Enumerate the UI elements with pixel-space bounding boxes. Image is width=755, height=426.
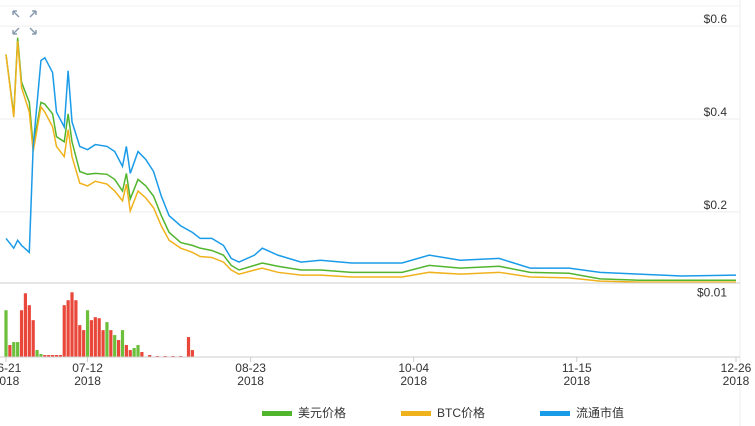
- volume-bar: [82, 330, 86, 357]
- volume-bar: [148, 355, 152, 357]
- volume-bar: [140, 352, 144, 357]
- volume-bar: [62, 305, 66, 357]
- y-tick-label: $0.2: [704, 198, 728, 212]
- volume-bar: [105, 322, 109, 357]
- volume-bar: [179, 355, 183, 357]
- volume-bar: [101, 330, 105, 357]
- volume-bar: [120, 330, 125, 357]
- x-tick-label: 10-04: [398, 361, 429, 375]
- x-tick-year: 2018: [0, 374, 20, 388]
- volume-bar: [70, 292, 74, 357]
- x-tick-year: 2018: [237, 374, 264, 388]
- volume-bar: [155, 355, 160, 357]
- legend-label: BTC价格: [437, 405, 485, 420]
- volume-bar: [186, 337, 191, 357]
- volume-bar: [4, 310, 8, 357]
- x-tick-label: 06-21: [0, 361, 22, 375]
- volume-bar: [43, 355, 47, 357]
- line: [5, 56, 737, 277]
- line: [5, 37, 736, 281]
- volume-bar: [12, 342, 16, 357]
- volume-bar: [66, 300, 70, 357]
- volume-bar: [89, 320, 94, 357]
- volume-bar: [132, 348, 136, 357]
- legend-label: 流通市值: [576, 405, 624, 420]
- volume-bar: [190, 350, 194, 357]
- volume-bar: [78, 325, 82, 357]
- volume-bar: [163, 355, 167, 357]
- x-tick-year: 2018: [74, 374, 101, 388]
- y-tick-label: $0.01: [697, 285, 727, 299]
- volume-bar: [54, 355, 59, 357]
- volume-bar: [31, 320, 35, 357]
- legend-label: 美元价格: [298, 405, 346, 420]
- volume-bar: [124, 345, 128, 357]
- volume-bar: [39, 354, 43, 357]
- volume-bar: [58, 355, 62, 357]
- volume-bar: [128, 350, 132, 357]
- volume-bar: [93, 317, 97, 357]
- volume-bar: [19, 310, 24, 357]
- volume-bar: [117, 340, 121, 357]
- x-tick-label: 12-26: [721, 361, 752, 375]
- volume-bar: [136, 345, 140, 357]
- x-tick-label: 11-15: [562, 361, 592, 375]
- volume-bar: [16, 342, 20, 357]
- legend-swatch: [540, 411, 570, 416]
- x-tick-label: 08-23: [235, 361, 266, 375]
- line: [5, 40, 736, 283]
- volume-bar: [109, 330, 113, 357]
- volume-bar: [50, 355, 55, 357]
- x-tick-year: 2018: [723, 374, 750, 388]
- x-tick-year: 2018: [563, 374, 590, 388]
- volume-bar: [27, 305, 31, 357]
- x-tick-label: 07-12: [72, 361, 103, 375]
- volume-bar: [113, 335, 117, 357]
- legend-swatch: [262, 411, 292, 416]
- volume-bar: [23, 293, 28, 357]
- volume-bar: [47, 355, 51, 357]
- y-tick-label: $0.4: [704, 105, 728, 119]
- volume-bar: [171, 355, 175, 357]
- y-tick-label: $0.6: [704, 12, 728, 26]
- volume-bar: [74, 300, 78, 357]
- x-tick-year: 2018: [400, 374, 427, 388]
- expand-icon[interactable]: [12, 10, 37, 35]
- volume-bar: [97, 318, 101, 357]
- volume-bar: [85, 310, 90, 357]
- legend-swatch: [401, 411, 431, 416]
- volume-bar: [8, 345, 12, 357]
- volume-bar: [35, 350, 39, 357]
